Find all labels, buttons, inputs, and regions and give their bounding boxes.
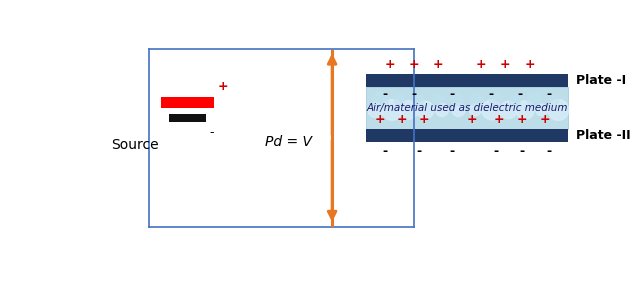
Bar: [366, 74, 568, 87]
Circle shape: [489, 93, 502, 106]
Text: -: -: [382, 88, 387, 101]
Text: +: +: [494, 113, 504, 126]
Text: +: +: [385, 58, 395, 71]
Text: -: -: [493, 145, 499, 158]
Text: -: -: [411, 88, 417, 101]
Circle shape: [368, 102, 383, 117]
Bar: [169, 114, 206, 122]
Circle shape: [436, 103, 448, 117]
Text: -: -: [450, 88, 455, 101]
Circle shape: [500, 101, 517, 119]
Circle shape: [536, 104, 548, 116]
Text: Plate -II: Plate -II: [576, 129, 630, 142]
Text: -: -: [519, 145, 524, 158]
Circle shape: [399, 101, 418, 119]
Text: +: +: [466, 113, 477, 126]
Text: -: -: [416, 145, 421, 158]
Bar: [162, 97, 214, 108]
Text: -: -: [450, 145, 455, 158]
Text: Air/material used as dielectric medium: Air/material used as dielectric medium: [366, 103, 567, 113]
Circle shape: [432, 94, 443, 105]
Text: +: +: [218, 80, 229, 93]
Text: -: -: [382, 145, 387, 158]
Circle shape: [372, 91, 388, 107]
Text: +: +: [516, 113, 527, 126]
Text: Pd = V: Pd = V: [265, 135, 312, 149]
Text: -: -: [546, 145, 551, 158]
Circle shape: [509, 94, 521, 105]
Text: +: +: [408, 58, 419, 71]
Bar: [366, 87, 568, 129]
Text: +: +: [539, 113, 550, 126]
Circle shape: [417, 101, 434, 119]
Text: +: +: [432, 58, 443, 71]
Text: +: +: [397, 113, 408, 126]
Circle shape: [382, 99, 403, 120]
Text: -: -: [210, 126, 214, 139]
Text: -: -: [546, 88, 551, 101]
Text: +: +: [500, 58, 511, 71]
Circle shape: [548, 94, 559, 105]
Text: +: +: [524, 58, 535, 71]
Text: +: +: [418, 113, 429, 126]
Text: +: +: [476, 58, 487, 71]
Circle shape: [482, 100, 502, 120]
Circle shape: [516, 101, 534, 119]
Bar: [366, 129, 568, 142]
Circle shape: [527, 92, 541, 107]
Circle shape: [394, 94, 405, 105]
Text: +: +: [375, 113, 385, 126]
Circle shape: [469, 93, 483, 106]
Text: -: -: [488, 88, 494, 101]
Text: Plate -I: Plate -I: [576, 74, 626, 87]
Circle shape: [548, 99, 569, 120]
Text: Source: Source: [111, 138, 158, 152]
Circle shape: [452, 103, 465, 117]
Text: -: -: [517, 88, 522, 101]
Circle shape: [452, 93, 463, 105]
Circle shape: [469, 104, 481, 116]
Circle shape: [413, 94, 424, 105]
